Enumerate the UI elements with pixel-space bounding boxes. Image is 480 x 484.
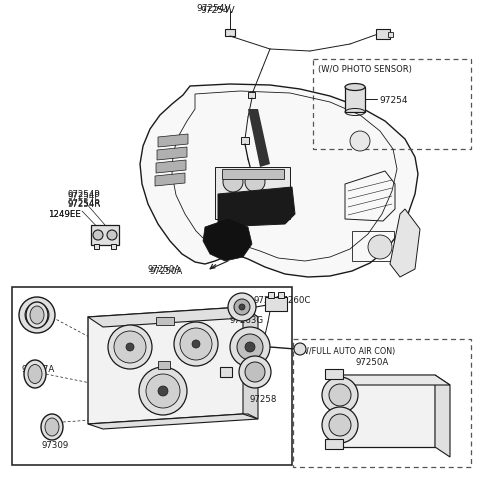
Bar bbox=[325, 369, 343, 379]
Ellipse shape bbox=[28, 365, 42, 384]
Bar bbox=[313, 60, 471, 150]
Circle shape bbox=[93, 230, 103, 241]
Ellipse shape bbox=[345, 84, 365, 91]
Text: 97258: 97258 bbox=[250, 394, 277, 403]
Circle shape bbox=[329, 384, 351, 406]
Ellipse shape bbox=[45, 418, 59, 436]
Polygon shape bbox=[390, 210, 420, 277]
Bar bbox=[340, 375, 435, 447]
Circle shape bbox=[322, 377, 358, 413]
Text: 97260C: 97260C bbox=[278, 295, 312, 304]
Text: 97254V: 97254V bbox=[201, 6, 235, 15]
Circle shape bbox=[139, 367, 187, 415]
Bar bbox=[268, 292, 274, 298]
Text: 97254P: 97254P bbox=[67, 190, 99, 198]
Circle shape bbox=[107, 230, 117, 241]
Bar bbox=[376, 30, 390, 40]
Polygon shape bbox=[88, 414, 258, 429]
Circle shape bbox=[228, 293, 256, 321]
Circle shape bbox=[230, 327, 270, 367]
Circle shape bbox=[234, 300, 250, 316]
Text: 97254: 97254 bbox=[379, 96, 408, 105]
Bar bbox=[222, 170, 284, 180]
Polygon shape bbox=[340, 375, 450, 385]
Text: 97250A: 97250A bbox=[150, 267, 183, 275]
Circle shape bbox=[25, 303, 49, 327]
Bar bbox=[158, 361, 170, 369]
Text: 97263G: 97263G bbox=[230, 316, 264, 324]
Circle shape bbox=[234, 197, 254, 217]
Circle shape bbox=[108, 325, 152, 369]
Text: 97137A: 97137A bbox=[22, 364, 55, 373]
Polygon shape bbox=[158, 135, 188, 148]
Circle shape bbox=[223, 173, 243, 193]
Bar bbox=[91, 226, 119, 245]
Bar bbox=[278, 292, 284, 298]
Circle shape bbox=[237, 334, 263, 360]
Bar bbox=[388, 33, 393, 38]
Text: 97250A: 97250A bbox=[148, 264, 181, 273]
Bar bbox=[94, 244, 99, 249]
Circle shape bbox=[114, 332, 146, 363]
Text: 1249EE: 1249EE bbox=[48, 210, 81, 219]
Circle shape bbox=[245, 342, 255, 352]
Circle shape bbox=[239, 356, 271, 388]
Bar bbox=[225, 30, 235, 37]
Circle shape bbox=[329, 414, 351, 436]
Bar bbox=[241, 138, 249, 145]
Polygon shape bbox=[155, 174, 185, 187]
Text: (W/FULL AUTO AIR CON): (W/FULL AUTO AIR CON) bbox=[298, 346, 395, 355]
Circle shape bbox=[158, 386, 168, 396]
Circle shape bbox=[350, 132, 370, 151]
Bar bbox=[111, 244, 116, 249]
Text: 97309: 97309 bbox=[23, 302, 50, 310]
Text: 1249EE: 1249EE bbox=[48, 210, 81, 219]
Polygon shape bbox=[88, 307, 248, 424]
Polygon shape bbox=[156, 161, 186, 174]
Circle shape bbox=[126, 343, 134, 351]
Bar bbox=[265, 297, 287, 311]
Circle shape bbox=[192, 340, 200, 348]
Bar bbox=[293, 339, 471, 467]
Text: (W/O PHOTO SENSOR): (W/O PHOTO SENSOR) bbox=[318, 65, 412, 74]
Bar bbox=[352, 231, 394, 261]
Bar bbox=[156, 318, 174, 325]
Polygon shape bbox=[203, 220, 252, 261]
Bar bbox=[242, 217, 250, 225]
Bar bbox=[248, 93, 255, 99]
Ellipse shape bbox=[30, 306, 44, 324]
Ellipse shape bbox=[26, 302, 48, 328]
Circle shape bbox=[245, 173, 265, 193]
Circle shape bbox=[180, 328, 212, 360]
Polygon shape bbox=[248, 110, 270, 167]
Bar bbox=[325, 439, 343, 449]
Bar bbox=[215, 167, 290, 220]
Text: 97254R: 97254R bbox=[67, 199, 100, 209]
Text: 97306: 97306 bbox=[253, 295, 280, 304]
Text: 97250A: 97250A bbox=[355, 357, 388, 366]
Text: 97309: 97309 bbox=[42, 440, 69, 449]
Polygon shape bbox=[157, 148, 187, 161]
Ellipse shape bbox=[24, 360, 46, 388]
Circle shape bbox=[174, 322, 218, 366]
Circle shape bbox=[146, 374, 180, 408]
Circle shape bbox=[368, 236, 392, 259]
Bar bbox=[220, 367, 232, 377]
Ellipse shape bbox=[41, 414, 63, 440]
Bar bbox=[12, 287, 292, 465]
Circle shape bbox=[19, 297, 55, 333]
Circle shape bbox=[294, 343, 306, 355]
Text: 97254R: 97254R bbox=[67, 198, 100, 208]
Polygon shape bbox=[435, 375, 450, 457]
Circle shape bbox=[245, 362, 265, 382]
Polygon shape bbox=[243, 307, 258, 419]
Bar bbox=[345, 88, 365, 113]
Polygon shape bbox=[218, 188, 295, 227]
Circle shape bbox=[239, 304, 245, 310]
Circle shape bbox=[322, 407, 358, 443]
Polygon shape bbox=[88, 307, 258, 327]
Polygon shape bbox=[140, 85, 418, 277]
Text: 97254P: 97254P bbox=[67, 192, 99, 200]
Text: 97254V: 97254V bbox=[197, 4, 231, 13]
